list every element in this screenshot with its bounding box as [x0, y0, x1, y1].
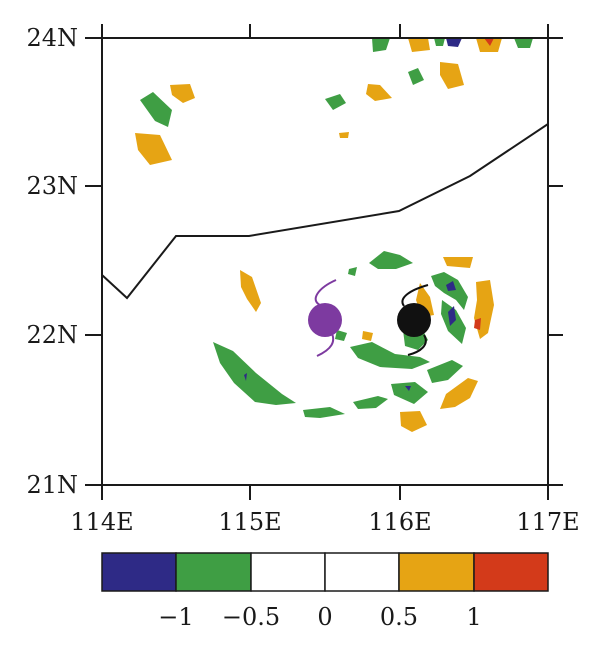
green-patch: [431, 272, 468, 310]
lat-label-24n: 24N: [26, 24, 78, 52]
red-patch: [484, 38, 494, 46]
green-patch: [335, 330, 347, 341]
green-patch: [514, 38, 533, 48]
purple-marker: [308, 279, 342, 357]
green-patch: [303, 407, 345, 418]
colorbar-box-3: [250, 552, 326, 592]
lat-label-23n: 23N: [26, 172, 78, 200]
blue-patch: [446, 38, 462, 47]
lat-label-21n: 21N: [26, 471, 78, 499]
orange-patch: [443, 257, 473, 268]
colorbar-label-3: 0: [317, 603, 332, 631]
orange-patch: [440, 378, 478, 409]
green-patch: [350, 342, 430, 369]
lat-label-22n: 22N: [26, 321, 78, 349]
orange-patch: [366, 84, 392, 101]
orange-patch: [474, 280, 494, 339]
colorbar-label-2: −0.5: [222, 603, 280, 631]
colorbar-label-1: −1: [158, 603, 193, 631]
orange-patch: [135, 133, 172, 165]
green-patch: [353, 396, 388, 409]
blue-patch: [448, 306, 456, 326]
lon-label-117e: 117E: [516, 508, 579, 536]
green-patch: [434, 38, 445, 46]
orange-patch: [339, 132, 349, 138]
green-patch: [391, 382, 428, 404]
green-patch: [140, 92, 172, 127]
colorbar-label-4: 0.5: [380, 603, 418, 631]
axis-ticks: [85, 24, 563, 500]
colorbar-box-4: [324, 552, 400, 592]
colorbar-box-1: [101, 552, 177, 592]
lon-label-116e: 116E: [368, 508, 431, 536]
blue-patch: [446, 281, 456, 291]
green-patch: [372, 38, 390, 52]
contour-field: [135, 38, 533, 432]
lon-label-115e: 115E: [218, 508, 281, 536]
colorbar-box-2: [175, 552, 252, 592]
green-patch: [348, 267, 357, 276]
blue-patch: [244, 373, 247, 381]
orange-patch: [440, 62, 464, 89]
coastline: [101, 123, 549, 300]
orange-patch: [240, 270, 261, 312]
colorbar-box-6: [473, 552, 549, 592]
orange-patch: [362, 331, 373, 341]
orange-patch: [400, 411, 427, 432]
orange-patch: [476, 38, 502, 52]
orange-patch: [408, 38, 430, 52]
green-patch: [427, 360, 463, 383]
green-patch: [369, 251, 413, 269]
red-patch: [474, 318, 481, 330]
black-marker: [397, 284, 431, 356]
blue-patch: [405, 386, 411, 391]
map-frame: [101, 37, 549, 486]
colorbar: [101, 552, 549, 592]
green-patch: [408, 68, 424, 85]
green-patch: [325, 94, 346, 110]
orange-patch: [170, 84, 195, 103]
lon-label-114e: 114E: [70, 508, 133, 536]
green-patch: [213, 342, 296, 405]
colorbar-label-5: 1: [466, 603, 481, 631]
colorbar-box-5: [398, 552, 475, 592]
